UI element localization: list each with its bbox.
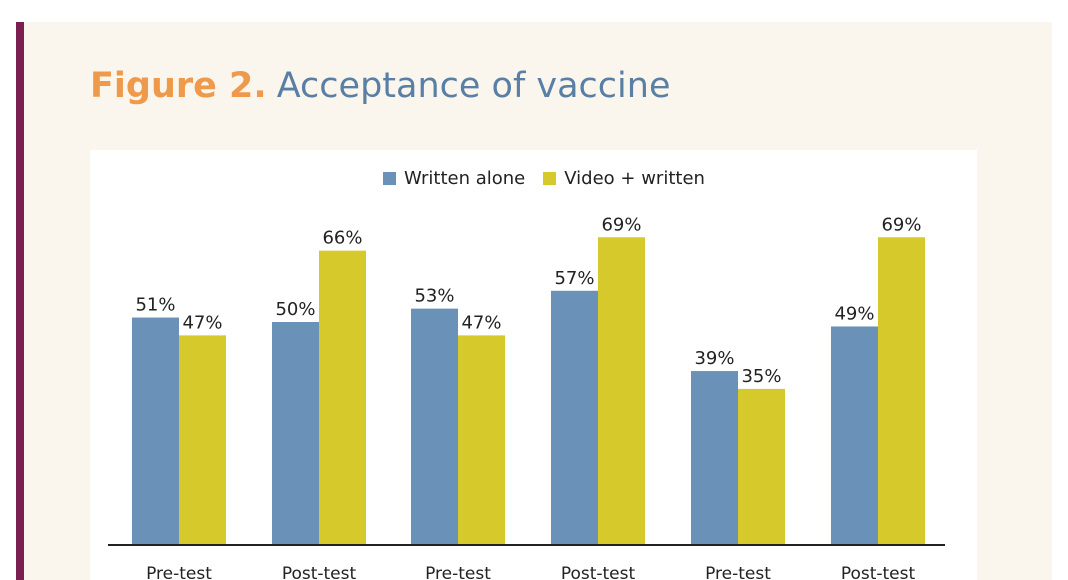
category-label-2: Post-test	[282, 564, 357, 580]
bar-written-alone-5	[691, 371, 738, 545]
data-label-video-written-4: 69%	[601, 214, 641, 235]
data-label-written-alone-6: 49%	[834, 303, 874, 324]
accent-bar	[16, 22, 24, 580]
data-label-written-alone-5: 39%	[694, 348, 734, 369]
chart-card: Written alone Video + written 51% 47% Pre-…	[90, 150, 977, 580]
data-label-video-written-6: 69%	[881, 214, 921, 235]
legend-item-video-written: Video + written	[543, 168, 705, 189]
data-label-video-written-3: 47%	[461, 312, 501, 333]
bar-written-alone-6	[831, 326, 878, 545]
data-label-video-written-2: 66%	[322, 228, 362, 249]
figure-label: Figure 2.	[90, 66, 267, 106]
legend-label-video-written: Video + written	[564, 167, 705, 189]
bar-video-written-5	[738, 388, 785, 545]
data-label-written-alone-4: 57%	[554, 268, 594, 289]
figure-heading: Figure 2. Acceptance of vaccine	[90, 62, 671, 110]
bar-video-written-2	[319, 250, 366, 545]
bar-chart: 51% 47% Pre-test 50% 66% Post-test 53% 47% Pre-t…	[108, 214, 945, 580]
legend-swatch-written-alone	[383, 171, 396, 185]
category-label-5: Pre-test	[705, 564, 771, 580]
bar-video-written-3	[458, 335, 505, 545]
bar-written-alone-2	[272, 322, 319, 545]
chart-legend: Written alone Video + written	[383, 165, 705, 191]
legend-swatch-video-written	[543, 171, 557, 185]
bar-video-written-1	[179, 335, 226, 545]
data-label-video-written-5: 35%	[741, 366, 781, 387]
bar-video-written-4	[598, 237, 645, 545]
category-label-3: Pre-test	[425, 564, 491, 580]
data-label-video-written-1: 47%	[182, 312, 222, 333]
bar-written-alone-1	[132, 317, 179, 545]
figure-title: Acceptance of vaccine	[276, 66, 671, 106]
legend-item-written-alone: Written alone	[383, 168, 525, 189]
category-label-4: Post-test	[561, 564, 636, 580]
data-label-written-alone-1: 51%	[135, 295, 175, 316]
legend-label-written-alone: Written alone	[404, 167, 526, 189]
category-label-6: Post-test	[841, 564, 916, 580]
data-label-written-alone-3: 53%	[414, 286, 454, 307]
bar-written-alone-4	[551, 290, 598, 545]
data-label-written-alone-2: 50%	[275, 299, 315, 320]
bar-written-alone-3	[411, 308, 458, 545]
bar-video-written-6	[878, 237, 925, 545]
category-label-1: Pre-test	[146, 564, 212, 580]
